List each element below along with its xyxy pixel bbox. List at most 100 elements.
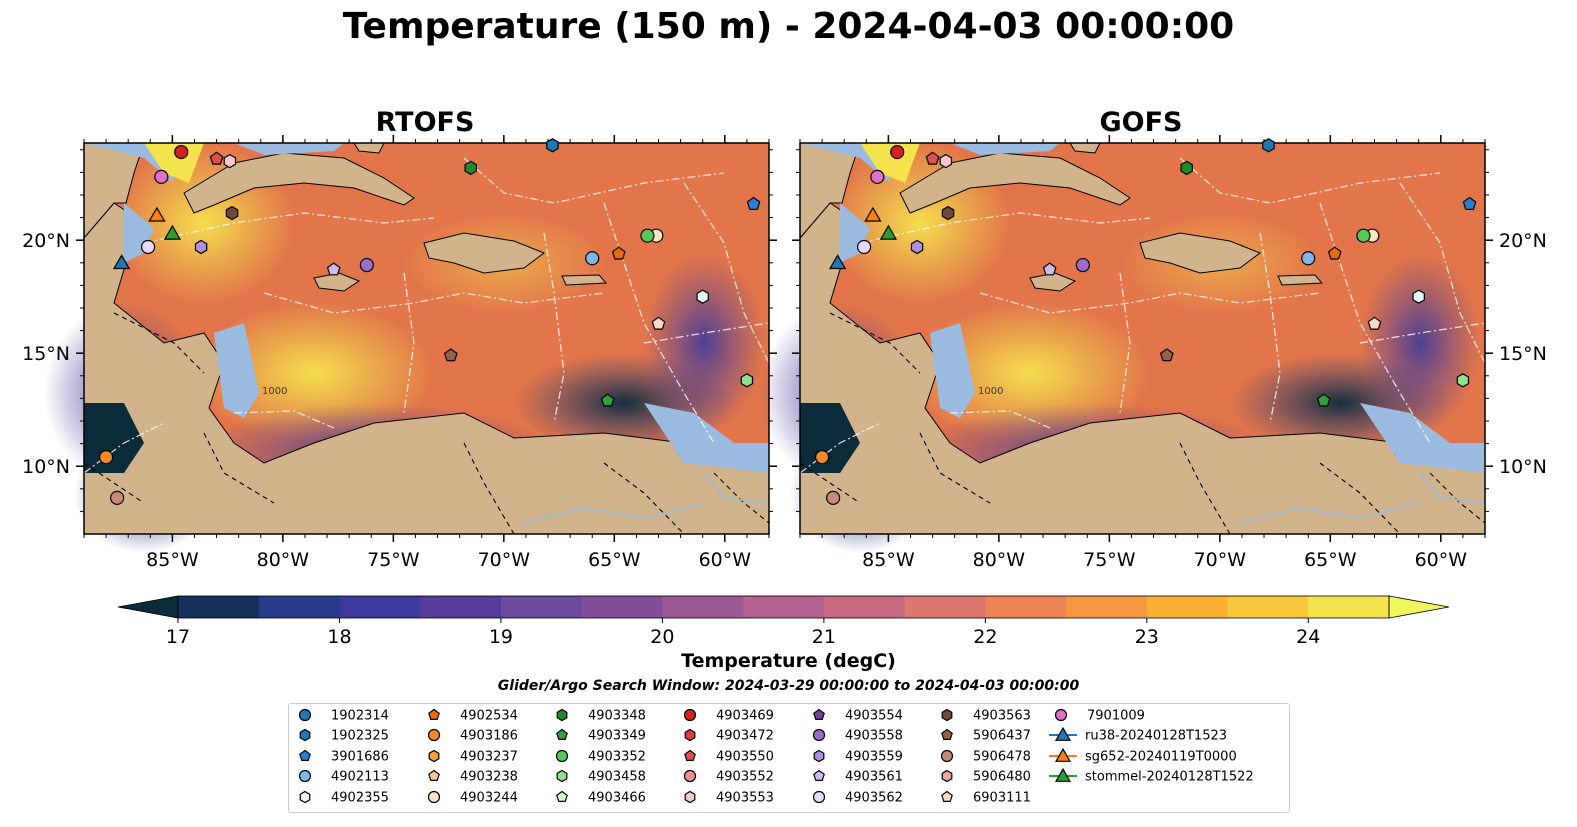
- legend-label: 4903458: [588, 770, 646, 785]
- marker-4902355-gofs: [1412, 289, 1425, 304]
- legend-marker-4902534: [428, 708, 440, 720]
- lon-tick-label: 70°W: [1194, 549, 1247, 571]
- panel-title-rtofs: RTOFS: [375, 107, 475, 138]
- colorbar-cell: [258, 596, 340, 618]
- colorbar-min-extension: [117, 595, 179, 619]
- marker-4903458-rtofs: [740, 373, 754, 388]
- marker-4902534-rtofs: [611, 246, 626, 260]
- legend-label: 4903561: [845, 770, 903, 785]
- lon-tick-label: 60°W: [1415, 549, 1468, 571]
- legend-entry: 4902113: [298, 769, 389, 785]
- colorbar-tick-label: 17: [166, 626, 190, 648]
- legend-entry: ru38-20240128T1523: [1049, 726, 1227, 744]
- legend-entry: 4903558: [812, 729, 903, 744]
- marker-1902325-gofs: [1262, 138, 1275, 153]
- legend-label: 4903563: [973, 709, 1031, 724]
- legend-entry: 4903469: [683, 709, 774, 724]
- legend-marker-ru38-20240128T1523: [1054, 726, 1072, 741]
- legend-marker-4902113: [298, 769, 312, 783]
- contour-label-gofs: 1000: [978, 386, 1003, 397]
- colorbar-cell: [662, 596, 744, 618]
- legend-marker-4903553: [684, 790, 696, 804]
- legend-label: 4903554: [845, 709, 903, 724]
- legend-label: 4902355: [331, 791, 389, 806]
- lon-tick-label: 80°W: [973, 549, 1026, 571]
- legend-marker-4902355: [299, 790, 311, 804]
- legend-marker-4903349: [556, 728, 568, 741]
- legend-marker-stommel-20240128T1522: [1054, 767, 1072, 782]
- marker-3901686-rtofs: [746, 196, 761, 210]
- legend-entry: 4903348: [556, 709, 646, 724]
- legend-entry: 5906437: [941, 728, 1031, 744]
- search-window-caption: Glider/Argo Search Window: 2024-03-29 00…: [497, 678, 1080, 694]
- marker-4903348-rtofs: [464, 160, 477, 176]
- legend-label: 4903562: [845, 791, 903, 806]
- axes-frame-rtofs: [83, 142, 770, 535]
- legend-entry: 1902314: [298, 709, 389, 724]
- legend-entry: 4903238: [428, 770, 518, 785]
- legend-label: 4903348: [588, 709, 646, 724]
- legend-marker-4903550: [684, 749, 696, 762]
- marker-3901686-gofs: [1462, 196, 1477, 210]
- legend-marker-4903472: [684, 728, 696, 742]
- legend-marker-4903561: [813, 769, 825, 782]
- marker-stommel-20240128T1522-rtofs: [163, 224, 182, 240]
- marker-4903550-rtofs: [209, 151, 224, 165]
- marker-4903458-gofs: [1456, 373, 1470, 388]
- marker-4903348-gofs: [1180, 160, 1193, 176]
- lat-tick-label: 20°N: [1499, 230, 1547, 252]
- marker-4903561-gofs: [1042, 262, 1057, 276]
- legend-marker-5906437: [941, 728, 953, 741]
- legend-label: 4903559: [845, 750, 903, 765]
- legend-entry: 4903553: [684, 790, 774, 806]
- lon-tick-label: 80°W: [257, 549, 310, 571]
- legend-marker-4903186: [427, 728, 441, 742]
- legend-entry: 4903349: [556, 728, 646, 744]
- marker-4902355-rtofs: [696, 289, 709, 304]
- legend-entry: 6903111: [941, 790, 1031, 806]
- legend-label: 4903552: [716, 770, 774, 785]
- legend-label: 4903186: [460, 729, 518, 744]
- legend-marker-4903554: [813, 708, 825, 720]
- colorbar-tick-label: 18: [327, 626, 351, 648]
- legend-label: stommel-20240128T1522: [1085, 770, 1254, 785]
- lon-tick-label: 65°W: [588, 549, 641, 571]
- marker-4903186-rtofs: [98, 450, 114, 465]
- marker-4903559-gofs: [910, 239, 924, 255]
- legend-marker-4903559: [813, 749, 825, 763]
- legend-marker-4903458: [556, 769, 568, 783]
- legend-entry: 4903237: [428, 749, 518, 765]
- colorbar-cell: [581, 596, 663, 618]
- map-panel-rtofs: [44, 142, 770, 553]
- colorbar-cell: [178, 596, 260, 618]
- legend-label: 4903553: [716, 791, 774, 806]
- legend-label: 1902325: [331, 729, 389, 744]
- marker-4903553-rtofs: [223, 153, 237, 169]
- marker-4903558-rtofs: [359, 257, 374, 273]
- legend-marker-6903111: [941, 790, 953, 803]
- legend-marker-4903352: [555, 749, 569, 763]
- marker-4903563-rtofs: [225, 205, 239, 221]
- legend-entry: 4902355: [299, 790, 389, 806]
- colorbar-cell: [1308, 596, 1390, 618]
- legend-entry: 4903552: [683, 769, 774, 785]
- lat-tick-label: 20°N: [22, 230, 70, 252]
- marker-stommel-20240128T1522-gofs: [879, 224, 898, 240]
- marker-4903562-rtofs: [140, 239, 156, 255]
- lon-tick-label: 85°W: [146, 549, 199, 571]
- legend-entry: 4903458: [556, 769, 646, 785]
- legend-marker-3901686: [299, 749, 311, 762]
- legend-label: 5906478: [973, 750, 1031, 765]
- marker-sg652-20240119T0000-gofs: [864, 206, 882, 222]
- legend-marker-4903552: [683, 769, 697, 783]
- colorbar-cell: [500, 596, 583, 618]
- lon-tick-label: 65°W: [1304, 549, 1357, 571]
- panel-title-gofs: GOFS: [1099, 107, 1183, 138]
- main-title: Temperature (150 m) - 2024-04-03 00:00:0…: [342, 6, 1235, 47]
- colorbar-cell: [339, 596, 421, 618]
- legend-label: 3901686: [331, 750, 389, 765]
- legend-marker-4903237: [428, 749, 440, 763]
- colorbar-cell: [823, 596, 906, 618]
- legend-marker-5906480: [941, 769, 953, 783]
- marker-5906437-rtofs: [443, 348, 458, 362]
